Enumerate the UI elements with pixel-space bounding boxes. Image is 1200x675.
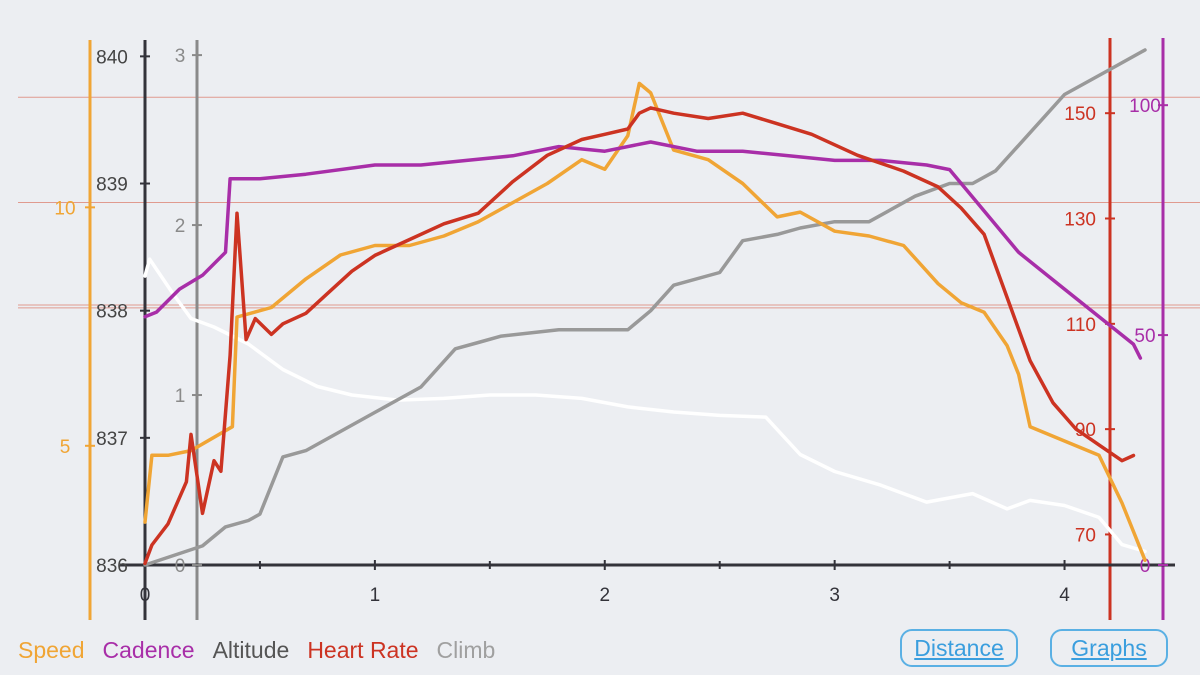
- climb-tick-label-1: 1: [175, 386, 186, 407]
- heart-rate-tick-label-2: 110: [1066, 315, 1096, 336]
- series-cadence-line: [143, 140, 1143, 360]
- altitude-tick-label-3: 839: [96, 175, 128, 196]
- altitude-tick-label-1: 837: [96, 429, 128, 450]
- climb-tick-label-2: 2: [175, 216, 186, 237]
- altitude-tick-label-4: 840: [96, 47, 128, 68]
- cadence-tick-label-0: 0: [1140, 556, 1151, 577]
- climb-tick-label-3: 3: [175, 46, 186, 67]
- altitude-tick-label-0: 836: [96, 556, 128, 577]
- cadence-tick-label-2: 100: [1129, 96, 1161, 117]
- graphs-button[interactable]: Graphs: [1050, 629, 1168, 667]
- legend-altitude[interactable]: Altitude: [212, 637, 290, 663]
- speed-tick-label-0: 5: [60, 437, 71, 458]
- chart-legend: Speed Cadence Altitude Heart Rate Climb: [18, 637, 495, 664]
- climb-tick-label-0: 0: [175, 556, 186, 577]
- x-tick-label-1: 1: [370, 585, 381, 606]
- x-tick-label-4: 4: [1059, 585, 1070, 606]
- x-tick-label-0: 0: [140, 585, 151, 606]
- series-heart-rate-line: [143, 106, 1136, 566]
- heart-rate-tick-label-3: 130: [1064, 210, 1096, 231]
- x-tick-label-3: 3: [829, 585, 840, 606]
- legend-heart-rate[interactable]: Heart Rate: [307, 637, 419, 663]
- series-speed-line: [143, 81, 1147, 562]
- legend-speed[interactable]: Speed: [18, 637, 85, 663]
- heart-rate-tick-label-1: 90: [1075, 420, 1096, 441]
- altitude-tick-label-2: 838: [96, 302, 128, 323]
- distance-button[interactable]: Distance: [900, 629, 1018, 667]
- speed-tick-label-1: 10: [54, 198, 75, 219]
- heart-rate-tick-label-4: 150: [1064, 104, 1096, 125]
- series-climb-line: [143, 257, 1147, 554]
- series-altitude-line: [143, 48, 1147, 567]
- legend-cadence[interactable]: Cadence: [102, 637, 195, 663]
- heart-rate-tick-label-0: 70: [1075, 525, 1096, 546]
- x-tick-label-2: 2: [599, 585, 610, 606]
- legend-climb[interactable]: Climb: [436, 637, 496, 663]
- cadence-tick-label-1: 50: [1134, 326, 1155, 347]
